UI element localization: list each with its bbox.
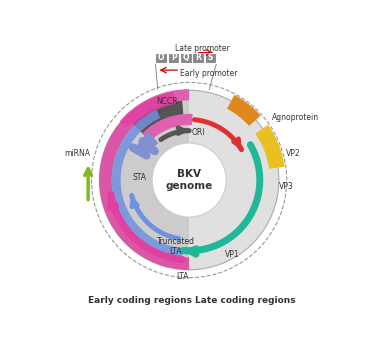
Wedge shape: [99, 92, 189, 270]
Bar: [168, 53, 179, 63]
Text: miRNA: miRNA: [64, 149, 90, 158]
Text: Early coding regions: Early coding regions: [88, 296, 192, 305]
Text: STA: STA: [133, 173, 147, 182]
Text: NCCR: NCCR: [156, 97, 177, 106]
Bar: [193, 53, 204, 63]
Wedge shape: [227, 95, 261, 126]
Text: Q: Q: [183, 54, 189, 62]
Wedge shape: [135, 132, 154, 152]
Wedge shape: [142, 114, 193, 141]
Text: P: P: [171, 54, 176, 62]
Text: Late coding regions: Late coding regions: [195, 296, 296, 305]
Wedge shape: [120, 110, 137, 128]
Text: Early promoter: Early promoter: [180, 69, 238, 78]
Bar: [205, 53, 217, 63]
Text: BKV
genome: BKV genome: [165, 169, 213, 191]
Text: VP2: VP2: [286, 149, 300, 158]
Bar: [155, 53, 167, 63]
Text: O: O: [158, 54, 165, 62]
Wedge shape: [139, 136, 158, 156]
Wedge shape: [99, 90, 189, 270]
Text: LTA: LTA: [176, 272, 189, 281]
Text: S: S: [208, 54, 213, 62]
Text: VP1: VP1: [224, 250, 239, 258]
Text: Agnoprotein: Agnoprotein: [272, 113, 319, 122]
Wedge shape: [125, 89, 189, 124]
Text: ORI: ORI: [192, 129, 205, 137]
Wedge shape: [189, 90, 279, 270]
Wedge shape: [125, 91, 184, 137]
Wedge shape: [112, 110, 183, 257]
Text: Late promoter: Late promoter: [175, 44, 230, 53]
Bar: [180, 53, 192, 63]
Text: Truncated
LTA: Truncated LTA: [157, 237, 194, 256]
Text: R: R: [195, 54, 201, 62]
Text: VP3: VP3: [279, 182, 294, 191]
Circle shape: [152, 143, 226, 217]
Wedge shape: [255, 125, 284, 169]
